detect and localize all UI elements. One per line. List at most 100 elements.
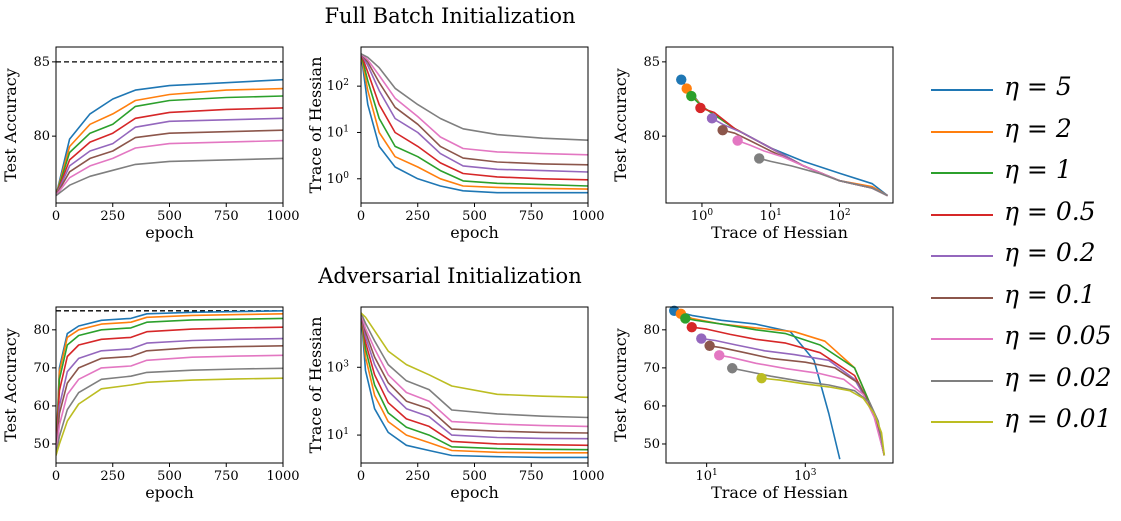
- series-line: [361, 312, 588, 440]
- y-axis-label: Test Accuracy: [1, 328, 20, 442]
- x-tick-label: 500: [462, 209, 487, 224]
- plot-frame: [665, 46, 894, 204]
- x-tick-label: 250: [405, 469, 430, 484]
- legend-item: η = 5: [928, 70, 1118, 112]
- legend-swatch: [931, 130, 993, 133]
- legend-swatch: [931, 89, 993, 91]
- series-line: [737, 139, 888, 197]
- legend-item: η = 0.2: [928, 236, 1118, 278]
- legend-label: η = 2: [1004, 113, 1072, 143]
- legend-swatch: [931, 172, 993, 174]
- series-marker: [680, 313, 691, 324]
- y-tick-label: 100: [327, 171, 350, 187]
- x-tick-label: 103: [794, 468, 817, 484]
- y-tick-label: 50: [643, 437, 660, 452]
- series-line: [56, 107, 283, 196]
- x-tick-label: 0: [52, 209, 60, 224]
- series-line: [361, 53, 588, 141]
- series-marker: [727, 363, 738, 374]
- series-marker: [754, 153, 765, 164]
- legend: η = 5 η = 2 η = 1 η = 0.5 η = 0.2 η = 0.1 η = …: [928, 70, 1118, 444]
- legend-label: η = 0.2: [1004, 238, 1096, 267]
- series-line: [701, 337, 886, 456]
- x-tick-label: 750: [214, 469, 239, 484]
- series-line: [761, 377, 886, 456]
- x-tick-label: 102: [828, 208, 850, 224]
- x-tick-label: 1000: [266, 469, 299, 484]
- series-marker: [686, 90, 697, 102]
- series-line: [680, 313, 886, 456]
- series-line: [56, 310, 283, 456]
- y-tick-label: 85: [33, 55, 50, 70]
- series-marker: [695, 102, 706, 114]
- x-tick-label: 101: [760, 208, 782, 224]
- x-tick-label: 1000: [266, 209, 299, 224]
- x-tick-label: 250: [405, 209, 430, 224]
- series-marker: [717, 125, 728, 136]
- legend-item: η = 0.05: [928, 319, 1118, 361]
- chart-adv-trace: 0 250 500 750 1000 101 103 epoch Trace of Hessia…: [306, 306, 605, 502]
- legend-item: η = 0.1: [928, 278, 1118, 320]
- series-line: [361, 312, 588, 434]
- x-axis-label: epoch: [450, 223, 499, 242]
- legend-item: η = 0.02: [928, 361, 1118, 403]
- y-tick-label: 102: [327, 78, 349, 94]
- chart-fb-trace: 0 250 500 750 1000 100 101 102 epoch Trace of Hes…: [306, 46, 605, 242]
- series-marker: [676, 74, 687, 85]
- y-tick-label: 70: [33, 361, 50, 376]
- series-line: [56, 129, 283, 196]
- x-tick-label: 500: [157, 209, 182, 224]
- series-line: [56, 313, 283, 456]
- series-line: [56, 367, 283, 456]
- series-line: [56, 157, 283, 197]
- bottom-row-title: Adversarial Initialization: [318, 264, 582, 288]
- series-line: [361, 312, 588, 459]
- x-tick-label: 0: [357, 469, 365, 484]
- y-tick-label: 85: [643, 55, 660, 70]
- series-line: [680, 79, 889, 197]
- x-tick-label: 1000: [571, 469, 604, 484]
- series-marker: [681, 83, 692, 94]
- chart-fb-accuracy: 0 250 500 750 1000 80 85 epoch Test Accuracy: [1, 46, 300, 242]
- legend-label: η = 0.02: [1004, 362, 1112, 392]
- x-tick-label: 750: [519, 469, 544, 484]
- series-line: [361, 53, 588, 166]
- chart-fb-acc-vs-trace: 100 101 102 80 85 Trace of Hessian Test Accura…: [611, 46, 894, 242]
- plot-frame: [665, 306, 894, 464]
- y-tick-label: 60: [643, 399, 660, 414]
- y-axis-label: Test Accuracy: [1, 68, 20, 182]
- legend-label: η = 0.05: [1004, 321, 1112, 350]
- x-tick-label: 1000: [571, 209, 604, 224]
- series-line: [732, 367, 886, 456]
- x-tick-label: 750: [519, 209, 544, 224]
- series-marker: [686, 321, 697, 333]
- x-axis-label: Trace of Hessian: [711, 223, 848, 242]
- series-line: [361, 312, 588, 451]
- series-line: [361, 312, 588, 419]
- series-line: [361, 312, 588, 399]
- legend-swatch: [931, 338, 993, 340]
- x-tick-label: 0: [52, 469, 60, 484]
- series-line: [56, 87, 283, 196]
- legend-swatch: [931, 255, 993, 257]
- chart-adv-accuracy: 0 250 500 750 1000 50 60 70 80 epoch Test Accuracy: [1, 306, 300, 502]
- series-line: [685, 317, 886, 456]
- y-tick-label: 80: [33, 129, 50, 144]
- y-axis-label: Trace of Hessian: [306, 57, 325, 194]
- x-tick-label: 250: [100, 469, 125, 484]
- series-line: [56, 317, 283, 456]
- chart-adv-acc-vs-trace: 101 103 50 60 70 80 Trace of Hessian Test Accur…: [611, 305, 894, 502]
- series-line: [56, 139, 283, 197]
- legend-swatch: [931, 213, 993, 216]
- x-tick-label: 250: [100, 209, 125, 224]
- x-tick-label: 750: [214, 209, 239, 224]
- series-line: [56, 117, 283, 196]
- y-tick-label: 50: [33, 437, 50, 452]
- series-marker: [704, 340, 715, 352]
- y-tick-label: 101: [327, 124, 349, 140]
- series-line: [361, 53, 588, 194]
- series-marker: [696, 333, 707, 344]
- series-line: [700, 107, 888, 197]
- y-axis-label: Test Accuracy: [611, 328, 630, 442]
